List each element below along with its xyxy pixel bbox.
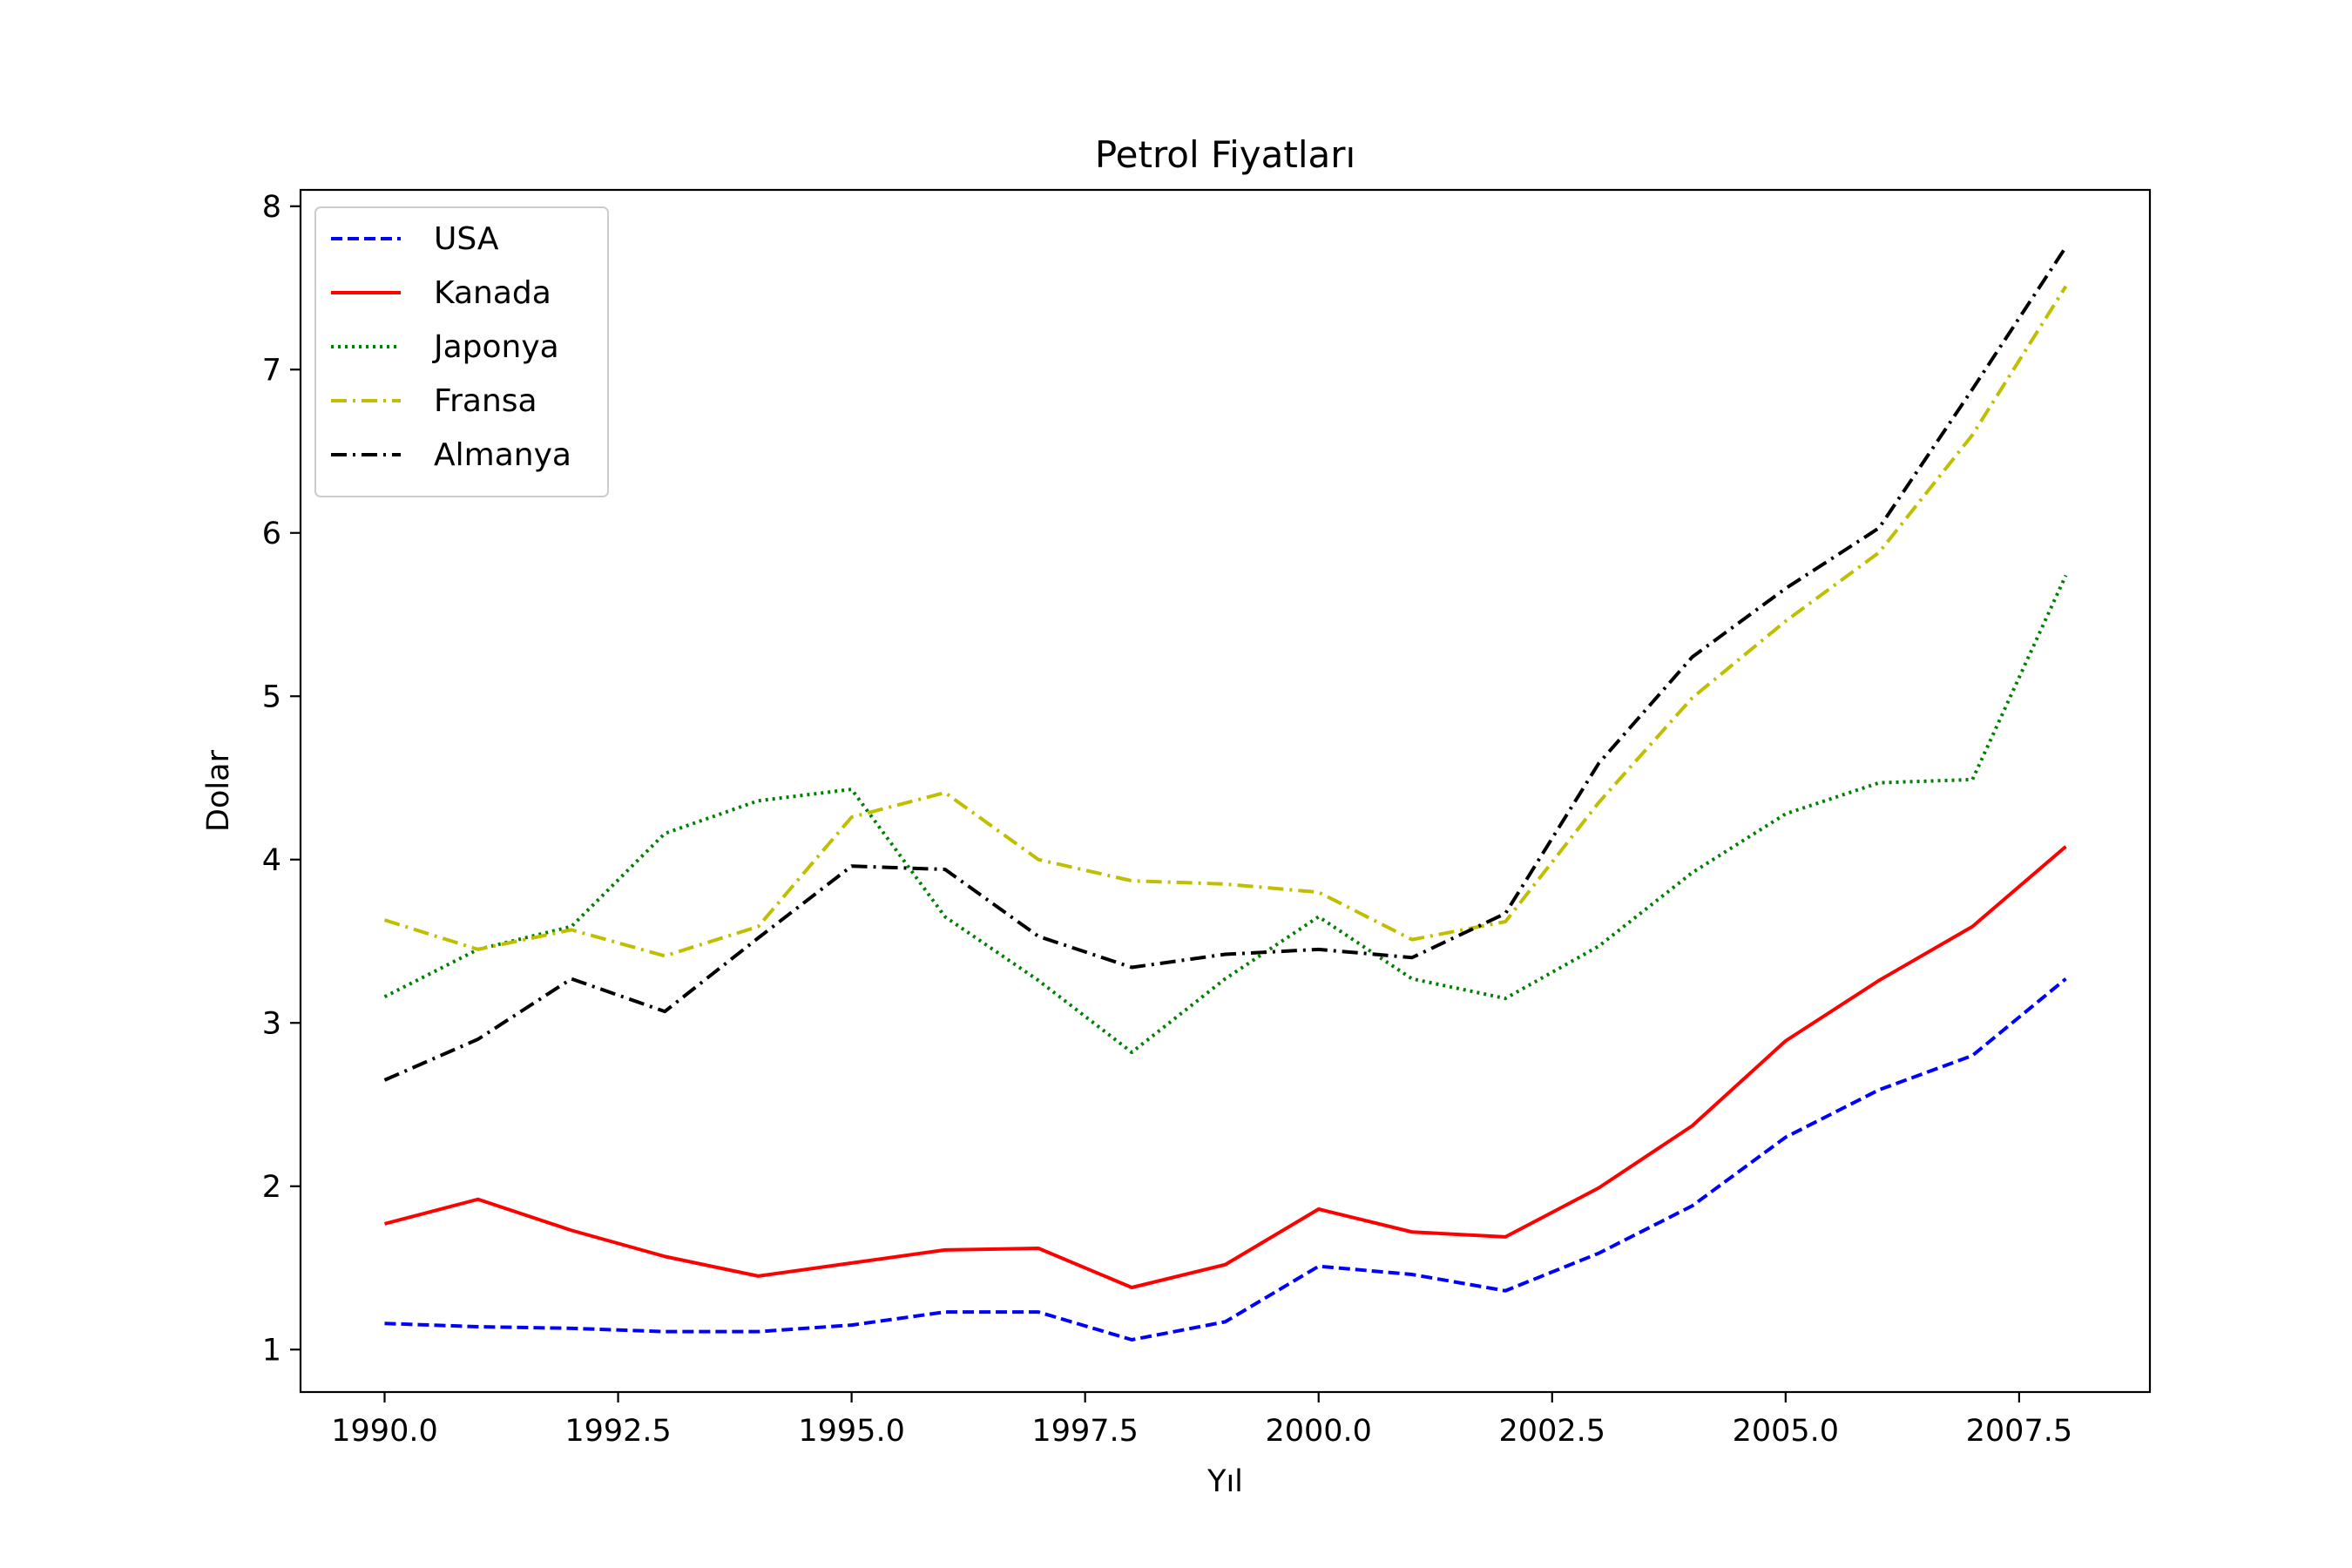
y-tick-label: 2 bbox=[262, 1170, 281, 1205]
y-tick-label: 3 bbox=[262, 1006, 281, 1041]
series-layer bbox=[383, 246, 2068, 1342]
x-axis: 1990.0 1992.5 1995.0 1997.5 2000.0 2002.5 2005… bbox=[331, 1392, 2072, 1449]
y-tick-label: 6 bbox=[262, 517, 281, 551]
x-tick-label: 1997.5 bbox=[1031, 1414, 1138, 1449]
legend-label: USA bbox=[434, 221, 499, 257]
series-line-fransa bbox=[383, 285, 2068, 958]
x-tick-label: 1995.0 bbox=[798, 1414, 904, 1449]
x-axis-label: Yıl bbox=[1206, 1464, 1243, 1499]
x-tick-label: 2007.5 bbox=[1966, 1414, 2072, 1449]
y-axis: 1 2 3 4 5 6 7 8 bbox=[262, 190, 301, 1368]
series-line-japonya bbox=[383, 574, 2068, 1054]
legend: USA Kanada Japonya Fransa Almanya bbox=[314, 206, 609, 497]
series-line-usa bbox=[384, 977, 2067, 1342]
y-tick-label: 5 bbox=[262, 679, 281, 714]
plot-frame bbox=[299, 188, 2152, 1394]
y-tick-label: 4 bbox=[262, 843, 281, 878]
chart-title: Petrol Fiyatları bbox=[1095, 133, 1355, 176]
legend-label: Kanada bbox=[434, 275, 551, 311]
legend-box bbox=[314, 206, 609, 497]
y-axis-label: Dolar bbox=[201, 749, 236, 832]
x-tick-label: 2002.5 bbox=[1499, 1414, 1605, 1449]
legend-label: Almanya bbox=[434, 437, 571, 473]
y-tick-label: 8 bbox=[262, 190, 281, 225]
legend-label: Fransa bbox=[434, 383, 537, 419]
legend-label: Japonya bbox=[432, 329, 559, 365]
x-tick-label: 1990.0 bbox=[331, 1414, 437, 1449]
series-line-almanya bbox=[383, 246, 2068, 1082]
series-line-kanada bbox=[383, 845, 2067, 1289]
y-tick-label: 1 bbox=[262, 1333, 281, 1368]
x-tick-label: 1992.5 bbox=[564, 1414, 671, 1449]
y-tick-label: 7 bbox=[262, 353, 281, 388]
x-tick-label: 2000.0 bbox=[1265, 1414, 1371, 1449]
x-tick-label: 2005.0 bbox=[1733, 1414, 1839, 1449]
